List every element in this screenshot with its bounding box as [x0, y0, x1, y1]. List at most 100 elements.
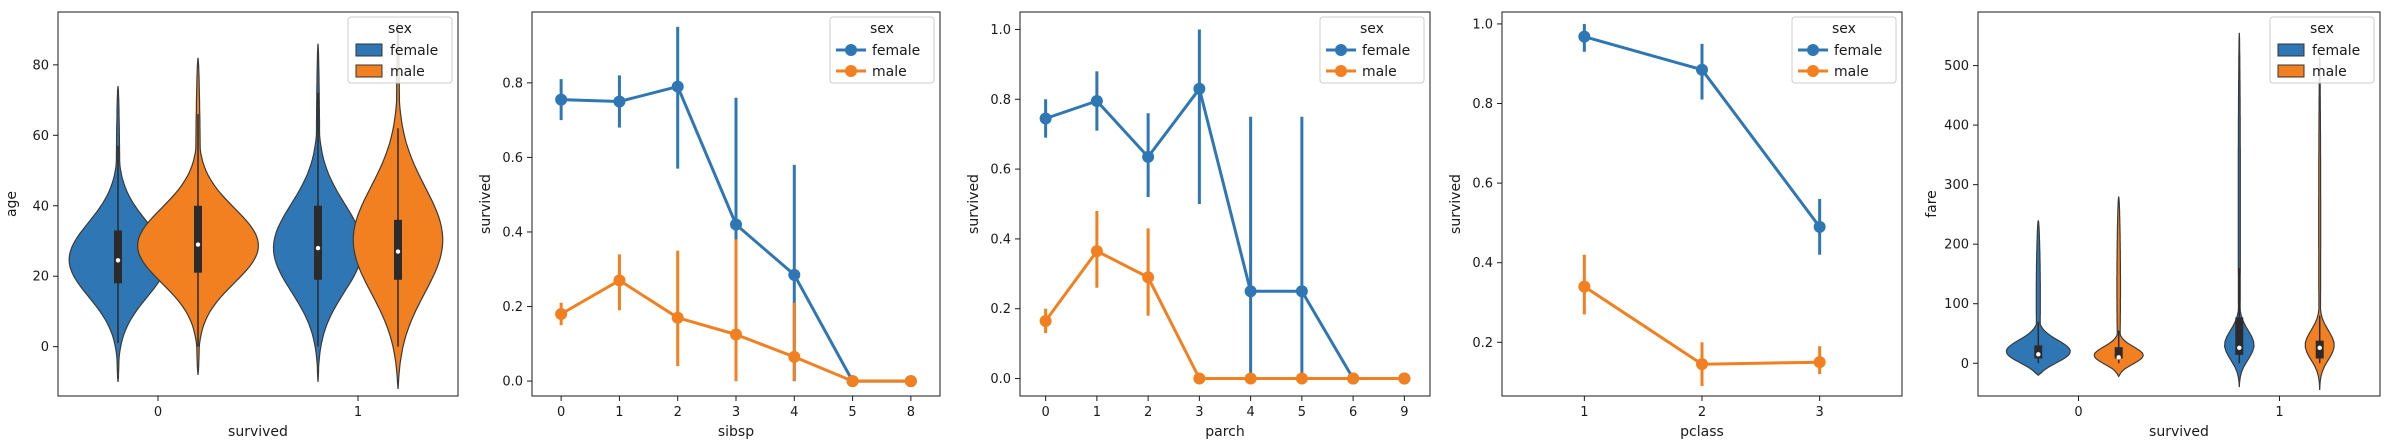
x-axis-label: pclass — [1680, 424, 1724, 440]
data-point — [1039, 112, 1052, 125]
series-male — [1578, 254, 1826, 387]
y-tick-label: 1.0 — [990, 23, 1011, 38]
violin-iqr-box — [314, 205, 322, 280]
x-tick-label: 1 — [1093, 405, 1101, 420]
violin-median — [2237, 345, 2242, 350]
x-tick-label: 0 — [2074, 405, 2082, 420]
y-tick-label: 0.4 — [990, 232, 1011, 247]
data-point — [730, 218, 742, 231]
x-tick-label: 2 — [1698, 405, 1706, 420]
series-line-female — [1045, 87, 1405, 380]
y-tick-label: 200 — [1944, 238, 1969, 253]
subplot-5: 0 100 200 300 400 500 0 1 survived fare sex female m… — [1924, 11, 2381, 440]
data-point — [671, 80, 684, 93]
y-axis-label: survived — [478, 174, 494, 234]
y-tick-label: 0 — [1961, 357, 1969, 372]
data-point — [1813, 220, 1826, 233]
x-axis-label: parch — [1205, 424, 1244, 440]
data-point — [1090, 245, 1103, 258]
legend-entry-female: female — [872, 43, 920, 59]
x-tick-label: 3 — [1195, 405, 1203, 420]
data-point — [1039, 314, 1052, 327]
legend-marker-female — [1335, 44, 1347, 56]
series-line-male — [1044, 249, 1405, 380]
y-tick-label: 0.4 — [1472, 256, 1493, 271]
y-tick-label: 1.0 — [1472, 17, 1493, 32]
legend-entry-male: male — [2312, 64, 2347, 80]
legend: sex female male — [829, 16, 935, 84]
x-tick-label: 6 — [1349, 405, 1357, 420]
violin-iqr-box — [114, 230, 122, 284]
violin-male-0 — [2093, 196, 2144, 378]
legend-entry-female: female — [2312, 43, 2360, 59]
x-tick-label: 1 — [615, 405, 623, 420]
y-tick-label: 0.8 — [502, 76, 523, 91]
violin-median — [395, 249, 401, 254]
series-female — [1578, 23, 1826, 255]
legend-title: sex — [1360, 21, 1384, 37]
legend-entry-male: male — [1834, 64, 1869, 80]
y-tick-label: 40 — [32, 199, 49, 214]
violin-median — [115, 258, 121, 263]
legend-entry-male: male — [390, 64, 425, 80]
legend-entry-male: male — [1362, 64, 1397, 80]
series-male — [555, 239, 917, 388]
data-point — [1813, 356, 1826, 369]
y-tick-label: 100 — [1944, 297, 1969, 312]
x-tick-label: 1 — [1580, 405, 1588, 420]
data-point — [1295, 372, 1308, 385]
data-point — [613, 274, 626, 287]
data-point — [1696, 358, 1708, 371]
data-point — [1193, 372, 1206, 385]
data-point — [555, 307, 568, 320]
legend-marker-female — [845, 44, 857, 56]
data-point — [1578, 30, 1591, 43]
y-tick-label: 0.6 — [502, 151, 523, 166]
data-point — [1193, 82, 1206, 95]
x-tick-label: 2 — [1144, 405, 1152, 420]
data-point — [846, 375, 859, 388]
y-tick-label: 0.8 — [1472, 97, 1493, 112]
legend-entry-female: female — [390, 43, 438, 59]
legend-title: sex — [2310, 21, 2334, 37]
y-axis-label: survived — [966, 174, 982, 234]
data-point — [1244, 372, 1257, 385]
y-tick-label: 0 — [41, 340, 49, 355]
violin-median — [2317, 345, 2322, 350]
y-tick-label: 80 — [32, 58, 49, 73]
legend-swatch-male — [2277, 64, 2305, 78]
y-axis-label: survived — [1448, 174, 1464, 234]
data-point — [788, 268, 801, 281]
violin-median — [315, 245, 321, 251]
violin-female-1 — [2223, 32, 2255, 388]
legend-entry-female: female — [1834, 43, 1882, 59]
plot-frame — [1019, 11, 1431, 397]
subplot-3: 0.0 0.2 0.4 0.6 0.8 1.0 0 1 2 3 4 5 6 9 parch survived s… — [966, 11, 1431, 440]
legend-title: sex — [870, 21, 894, 37]
subplot-4: 0.2 0.4 0.6 0.8 1.0 1 2 3 pclass survived sex femal… — [1448, 11, 1903, 440]
y-tick-label: 0.4 — [502, 225, 523, 240]
y-tick-label: 500 — [1944, 59, 1969, 74]
y-tick-label: 0.2 — [502, 300, 523, 315]
y-tick-label: 0.2 — [990, 302, 1011, 317]
x-tick-label: 8 — [907, 405, 915, 420]
legend: sex female male — [347, 16, 453, 84]
x-tick-label: 0 — [1041, 405, 1049, 420]
data-point — [613, 95, 626, 108]
data-point — [555, 93, 568, 106]
legend-marker-male — [1807, 65, 1819, 77]
plot-frame — [57, 11, 459, 397]
data-point — [1578, 280, 1591, 293]
legend-marker-female — [1807, 44, 1819, 56]
data-point — [1696, 63, 1708, 76]
data-point — [1142, 271, 1155, 284]
y-tick-label: 0.6 — [1472, 177, 1493, 192]
violin-iqr-box — [2114, 347, 2123, 359]
x-tick-label: 0 — [557, 405, 565, 420]
violin-female-0 — [2005, 220, 2071, 376]
data-point — [1142, 150, 1155, 163]
plot-frame — [1977, 11, 2381, 397]
x-tick-label: 3 — [1816, 405, 1824, 420]
data-point — [1398, 372, 1411, 385]
